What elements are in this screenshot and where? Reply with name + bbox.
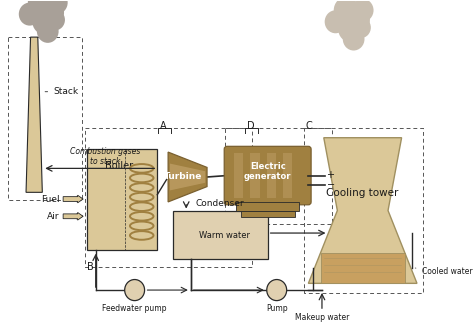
- Text: Stack: Stack: [45, 87, 78, 96]
- Text: Condenser: Condenser: [196, 199, 245, 208]
- FancyArrow shape: [63, 195, 83, 203]
- Text: Makeup water: Makeup water: [295, 313, 349, 322]
- Text: +: +: [327, 170, 335, 180]
- Text: Turbine: Turbine: [164, 173, 202, 182]
- Text: Air: Air: [47, 212, 60, 221]
- Text: Fuel: Fuel: [41, 194, 60, 204]
- Circle shape: [28, 0, 53, 16]
- Text: D: D: [247, 121, 255, 131]
- Text: Boiler: Boiler: [105, 161, 133, 171]
- Circle shape: [46, 0, 68, 14]
- Text: Combustion gases
to stack: Combustion gases to stack: [70, 147, 140, 166]
- Text: Warm water: Warm water: [199, 231, 250, 240]
- Polygon shape: [170, 164, 205, 190]
- Bar: [8, 37, 82, 200]
- Bar: [250, 153, 260, 198]
- Circle shape: [19, 3, 40, 26]
- Text: A: A: [160, 121, 166, 131]
- Bar: [234, 153, 243, 198]
- Polygon shape: [309, 138, 417, 283]
- Bar: [240, 212, 295, 217]
- Bar: [283, 153, 292, 198]
- Polygon shape: [26, 37, 42, 192]
- Circle shape: [267, 279, 287, 301]
- Bar: [173, 212, 268, 260]
- Circle shape: [45, 9, 65, 30]
- Circle shape: [37, 20, 59, 43]
- Text: Cooling tower: Cooling tower: [327, 188, 399, 198]
- Circle shape: [35, 0, 64, 27]
- Bar: [304, 128, 423, 293]
- Text: Cooled water: Cooled water: [415, 267, 472, 276]
- Bar: [320, 253, 405, 283]
- Circle shape: [334, 0, 359, 24]
- Polygon shape: [168, 152, 207, 202]
- Bar: [225, 128, 332, 224]
- Text: B: B: [87, 262, 93, 272]
- Bar: [236, 202, 300, 212]
- Circle shape: [125, 279, 145, 301]
- Text: Feedwater pump: Feedwater pump: [102, 304, 167, 313]
- Circle shape: [351, 17, 371, 38]
- Text: Electric
generator: Electric generator: [244, 162, 292, 181]
- Bar: [87, 149, 157, 250]
- Circle shape: [32, 9, 56, 34]
- Circle shape: [352, 0, 374, 22]
- Text: C: C: [306, 121, 312, 131]
- Circle shape: [338, 17, 362, 42]
- Text: Pump: Pump: [266, 304, 288, 313]
- Circle shape: [325, 10, 346, 33]
- Bar: [267, 153, 276, 198]
- FancyBboxPatch shape: [224, 146, 311, 205]
- Text: −: −: [327, 180, 335, 190]
- Bar: [85, 128, 252, 267]
- FancyArrow shape: [63, 213, 83, 220]
- Circle shape: [341, 5, 370, 35]
- Circle shape: [343, 27, 365, 51]
